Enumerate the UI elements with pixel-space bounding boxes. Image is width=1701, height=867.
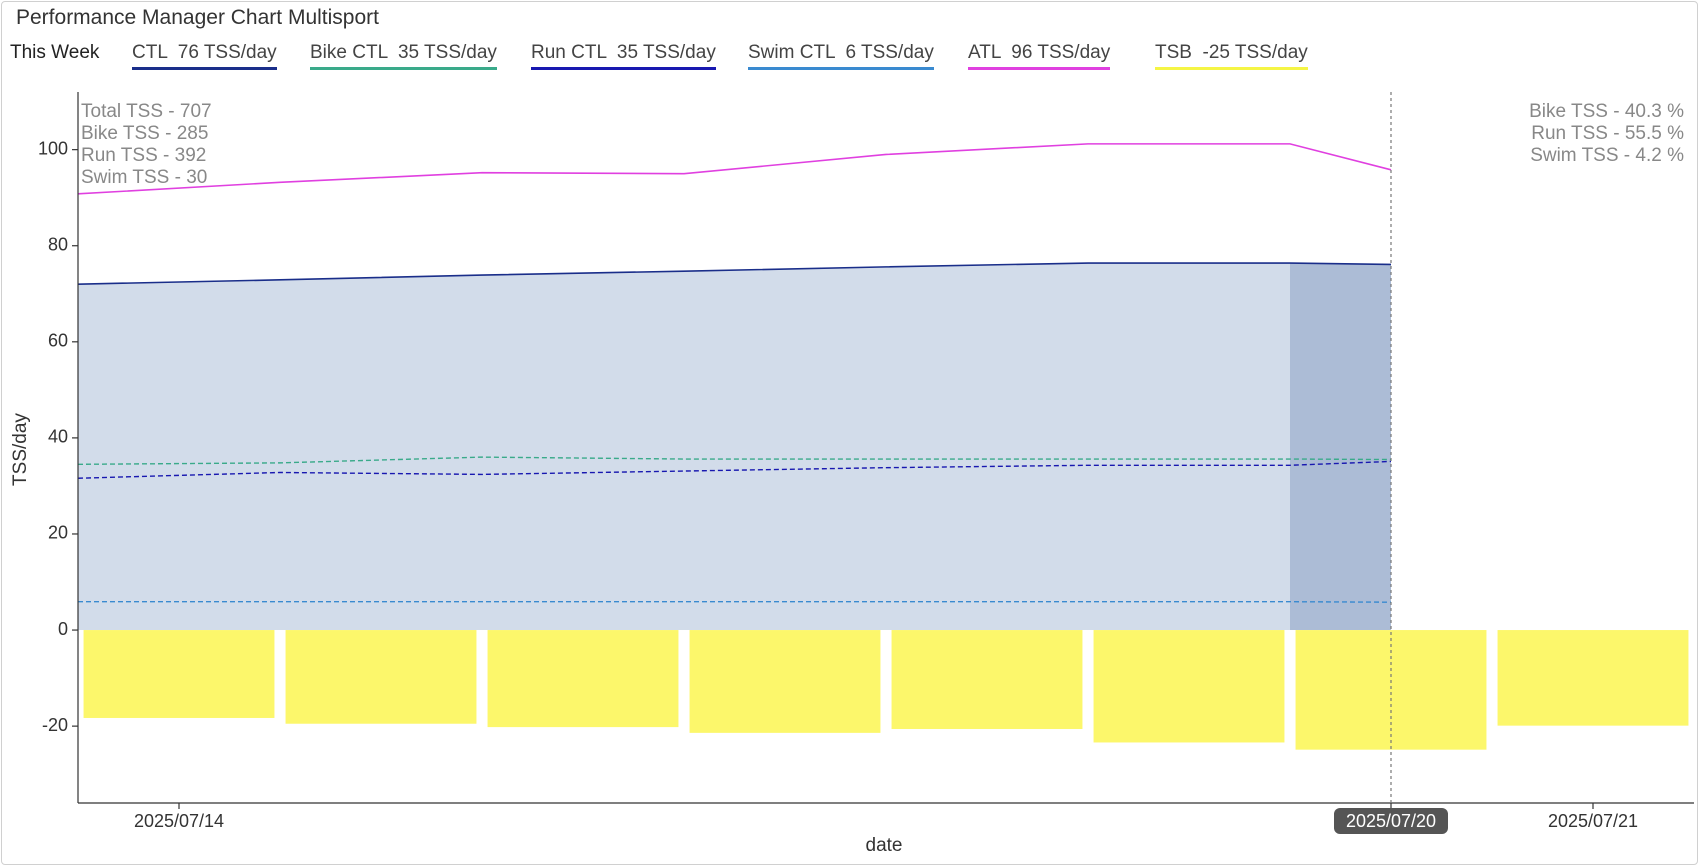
x-tick-label: 2025/07/14 <box>134 811 224 831</box>
x-axis-title: date <box>866 835 903 856</box>
y-tick-label: 80 <box>48 234 68 254</box>
tsb-bar <box>891 630 1083 730</box>
ctl-area-layer <box>78 263 1391 631</box>
tsb-bar <box>1295 630 1487 750</box>
series-line-run-ctl <box>77 460 1392 479</box>
series-line-atl <box>77 143 1392 195</box>
legend-item-bike-ctl[interactable]: Bike CTL 35 TSS/day <box>310 42 497 70</box>
y-axis-title: TSS/day <box>10 413 31 486</box>
tsb-bar <box>285 630 477 724</box>
legend-item-run-ctl[interactable]: Run CTL 35 TSS/day <box>531 42 716 70</box>
y-tick-label: 60 <box>48 331 68 351</box>
ctl-area <box>78 263 1391 631</box>
y-tick-label: 100 <box>38 138 68 158</box>
annotation-run-tss: Run TSS - 392 <box>81 145 206 166</box>
tsb-bar <box>689 630 881 733</box>
annotation-run-pct: Run TSS - 55.5 % <box>1531 123 1684 144</box>
annotation-bike-pct: Bike TSS - 40.3 % <box>1529 101 1684 122</box>
legend-item-ctl[interactable]: CTL 76 TSS/day <box>132 42 277 70</box>
annotation-bike-tss: Bike TSS - 285 <box>81 123 208 144</box>
annotation-swim-pct: Swim TSS - 4.2 % <box>1530 145 1684 166</box>
current-day-band <box>1290 263 1391 631</box>
legend-item-tsb[interactable]: TSB -25 TSS/day <box>1155 42 1308 70</box>
tsb-bar <box>1497 630 1689 726</box>
legend-item-atl[interactable]: ATL 96 TSS/day <box>968 42 1111 70</box>
y-tick-label: 0 <box>58 619 68 639</box>
x-tick-highlight <box>1334 808 1448 834</box>
chart-title: Performance Manager Chart Multisport <box>16 6 379 29</box>
y-tick-label: 20 <box>48 523 68 543</box>
legend-item-swim-ctl[interactable]: Swim CTL 6 TSS/day <box>748 42 934 70</box>
legend-period-label: This Week <box>10 42 100 63</box>
series-line-ctl <box>77 262 1392 285</box>
tsb-bar <box>1093 630 1285 743</box>
tsb-bar <box>487 630 679 728</box>
annotations-layer: Total TSS - 707 Bike TSS - 285 Run TSS -… <box>81 101 1684 188</box>
series-line-bike-ctl <box>77 456 1392 466</box>
tsb-bars-layer <box>83 630 1689 750</box>
annotation-total-tss: Total TSS - 707 <box>81 101 212 122</box>
axes-layer: 100 80 60 40 20 0 -20 2025/07/14 2025/07/20 2025/… <box>10 92 1694 856</box>
y-tick-label: -20 <box>42 715 68 735</box>
series-lines-layer <box>77 143 1392 603</box>
tsb-bar <box>83 630 275 718</box>
x-tick-label-current: 2025/07/20 <box>1346 811 1436 831</box>
annotation-swim-tss: Swim TSS - 30 <box>81 167 207 188</box>
y-tick-label: 40 <box>48 427 68 447</box>
x-tick-label: 2025/07/21 <box>1548 811 1638 831</box>
